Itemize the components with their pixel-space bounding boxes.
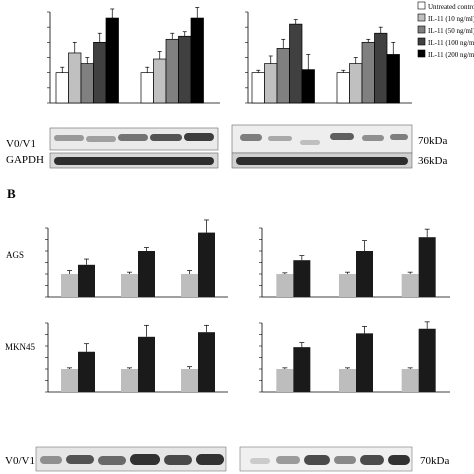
bar-il-11-treated [78,264,95,297]
blot-band [86,136,116,142]
bar-untreated-control [61,369,78,392]
bar-untreated-control [251,72,265,104]
blot-bands-a [54,133,408,165]
legend-swatch [417,49,426,58]
blot-band [98,456,126,465]
bar-untreated-control [276,274,294,297]
bar-il-11-100-ng-ml- [178,35,192,104]
panel-b-blot: V0/V1 70kDa [5,446,449,472]
bar-il-11-treated [198,332,215,392]
row-label-mkn45: MKN45 [5,342,36,352]
panel-a-blots: V0/V1 GAPDH 70kDa 36kDa [6,124,447,169]
blot-band [276,456,300,464]
bar-il-11-50-ng-ml- [165,38,179,104]
blot-band [236,157,408,165]
bar-il-11-10-ng-ml- [264,63,278,104]
bar-untreated-control [121,369,138,392]
bar-il-11-200-ng-ml- [190,17,204,104]
blot-band [40,456,62,464]
bar-untreated-control [55,72,69,104]
blot-band [250,458,270,464]
blot-band [184,133,214,141]
bar-untreated-control [121,274,138,297]
bar-untreated-control [339,274,356,297]
blot-band [54,135,84,141]
blot-band [388,455,410,465]
bar-il-11-10-ng-ml- [349,63,363,104]
legend-label: Untreated control [428,3,474,11]
kda-36-a: 36kDa [418,155,447,167]
blot-band [304,455,330,465]
blot-band [54,157,214,165]
bar-il-11-200-ng-ml- [301,69,315,104]
blot-band [118,134,148,141]
bar-il-11-treated [293,347,311,392]
bar-il-11-treated [293,260,311,297]
bar-untreated-control [181,369,198,392]
bar-untreated-control [140,72,154,104]
bar-il-11-treated [198,232,215,297]
blot-band [196,454,224,465]
bar-untreated-control [61,274,78,297]
bar-untreated-control [276,369,294,392]
legend-swatch [417,25,426,34]
legend-label: IL-11 (200 ng/ml) [428,51,474,59]
bar-il-11-200-ng-ml- [386,54,400,104]
blot-band [360,455,384,465]
bar-il-11-100-ng-ml- [93,41,107,104]
bar-il-11-treated [356,251,373,297]
kda-70-b: 70kDa [420,455,449,467]
bar-il-11-50-ng-ml- [80,63,94,104]
blot-band [362,135,384,141]
bar-il-11-treated [418,328,436,392]
row-label-ags: AGS [6,250,24,260]
blot-band [164,455,192,465]
legend-swatch [417,13,426,22]
blot-band [334,456,356,464]
panel-b-letter: B [7,186,16,201]
bar-il-11-treated [356,333,373,392]
blot-band [330,133,354,140]
legend-swatch [417,37,426,46]
blot-band [390,134,408,140]
bar-untreated-control [336,72,350,104]
legend-swatch [417,1,426,10]
blot-band [150,134,182,141]
blot-band [130,454,160,465]
bar-il-11-50-ng-ml- [276,48,290,104]
kda-70-a: 70kDa [418,135,447,147]
bar-il-11-treated [418,237,436,297]
blot-band [268,136,292,141]
blot-label-v0v1-b: V0/V1 [5,455,35,467]
bar-il-11-10-ng-ml- [153,58,167,104]
bar-il-11-100-ng-ml- [374,32,388,104]
bar-untreated-control [339,369,356,392]
bar-untreated-control [401,369,419,392]
legend-label: IL-11 (10 ng/ml) [428,15,474,23]
blot-band [66,455,94,464]
bar-il-11-treated [138,251,155,297]
blot-label-gapdh-a: GAPDH [6,154,44,166]
bar-il-11-10-ng-ml- [68,52,82,104]
bar-il-11-100-ng-ml- [289,23,303,104]
bar-untreated-control [401,274,419,297]
bar-il-11-treated [138,336,155,392]
blot-bands-b [40,454,410,465]
bar-untreated-control [181,274,198,297]
blot-band [240,134,262,141]
blot-band [300,140,320,145]
legend-label: IL-11 (50 ng/ml) [428,27,474,35]
legend-label: IL-11 (100 ng/ml) [428,39,474,47]
bar-il-11-treated [78,351,95,392]
blot-label-v0v1-a: V0/V1 [6,138,36,150]
bar-il-11-50-ng-ml- [361,41,375,104]
charts-layer: Untreated control IL-11 (10 ng/ml) IL-11 (… [45,1,474,393]
bar-il-11-200-ng-ml- [105,17,119,104]
legend: Untreated control IL-11 (10 ng/ml) IL-11 (… [417,1,474,59]
